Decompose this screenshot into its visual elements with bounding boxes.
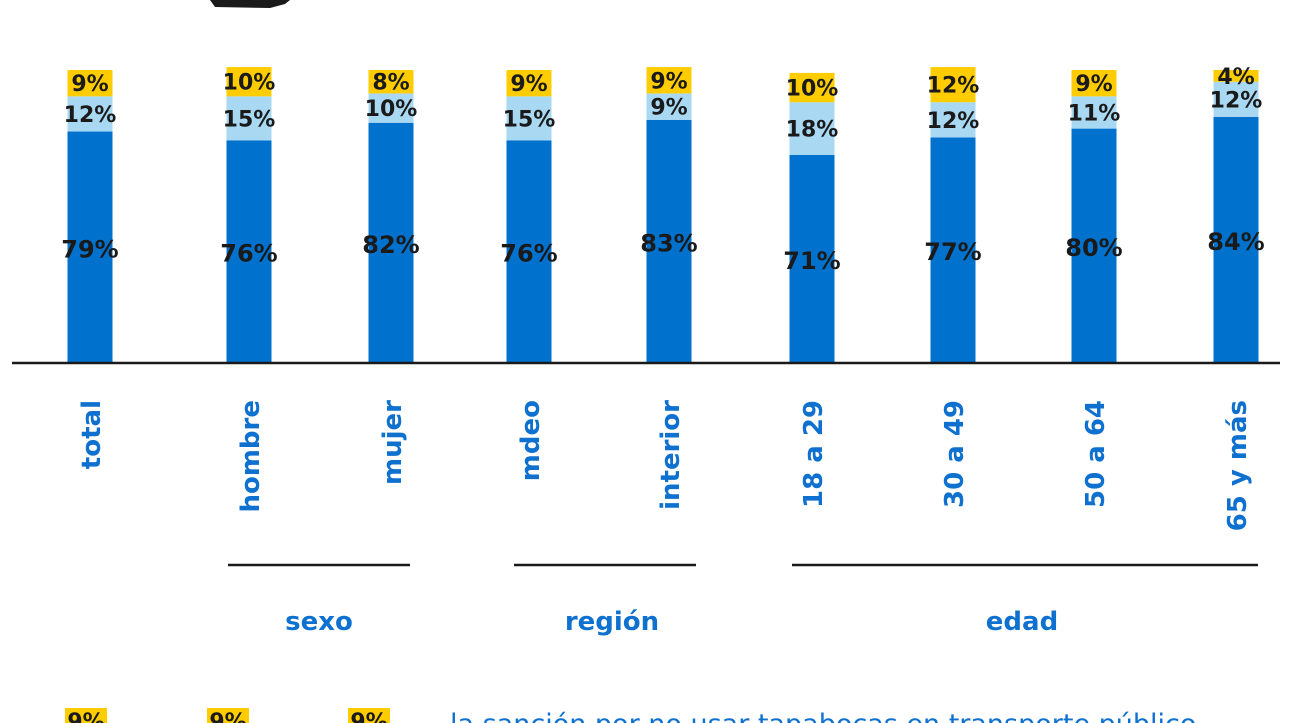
bars-layer [67,67,1259,364]
segment-value-label: 76% [220,240,277,268]
legend-value: 9% [209,710,246,723]
segment-value-label: 18% [786,118,839,143]
bar-segment-top [1071,70,1117,97]
bar-segment-top [646,67,692,94]
category-label: 50 a 64 [1081,400,1111,508]
segment-value-label: 10% [365,97,418,122]
category-label: mdeo [516,400,546,481]
segment-value-label: 83% [640,229,697,257]
bar-segment-bottom [789,154,835,363]
bar-segment-bottom [506,140,552,363]
group-label: región [565,607,659,637]
segment-value-label: 77% [924,238,981,266]
bar-segment-top [226,67,272,97]
segment-value-label: 12% [64,103,117,128]
legend-value: 9% [350,710,387,723]
segment-value-label: 71% [783,247,840,275]
segment-value-label: 76% [500,240,557,268]
segment-value-label: 9% [71,72,108,97]
bar-segment-middle [1213,81,1259,117]
segment-value-label: 10% [223,71,276,96]
segment-value-label: 84% [1207,228,1264,256]
category-labels-layer: total hombre mujer mdeo interior 18 a 29 30 a … [77,400,1253,532]
bar-segment-middle [789,102,835,155]
segment-value-label: 9% [1075,72,1112,97]
segment-value-label: 9% [510,72,547,97]
bar-segment-middle [506,96,552,141]
bar-segment-middle [368,93,414,123]
segment-value-label: 12% [1210,88,1263,113]
segment-value-label: 11% [1068,101,1121,126]
category-label: mujer [378,400,408,485]
bar-segment-top [1213,70,1259,82]
segment-value-label: 15% [503,107,556,132]
segment-value-label: 12% [927,109,980,134]
bar-segment-bottom [368,122,414,364]
segment-value-label: 9% [650,96,687,121]
bar-segment-bottom [67,131,113,363]
bar-segment-top [930,67,976,103]
segment-value-label: 10% [786,77,839,102]
legend-swatch [207,708,249,723]
category-label: interior [656,400,686,510]
category-label: 65 y más [1223,400,1253,531]
bar-segment-bottom [1071,128,1117,363]
segment-value-label: 79% [61,235,118,263]
segment-value-label: 82% [362,231,419,259]
bar-segment-middle [1071,96,1117,129]
legend-swatch [348,708,390,723]
bar-segment-middle [930,102,976,138]
bar-segment-bottom [1213,116,1259,363]
bar-segment-middle [226,96,272,141]
segment-value-label: 15% [223,107,276,132]
title-fragment [210,0,290,8]
legend-text: la sanción por no usar tapabocas en tran… [450,709,1196,723]
category-label: hombre [236,400,266,513]
bar-segment-top [789,72,835,103]
bar-segment-bottom [646,119,692,363]
segment-value-label: 9% [650,69,687,94]
group-labels-layer: sexo región edad [228,563,1258,637]
segment-labels-layer: 79%12%9%76%15%10%82%10%8%76%15%9%83%9%9%… [61,65,1264,275]
group-label: edad [986,607,1058,637]
segment-value-label: 12% [927,74,980,99]
category-label: 18 a 29 [799,400,829,508]
segment-value-label: 80% [1065,234,1122,262]
bar-segment-top [368,70,414,94]
group-label: sexo [285,607,353,637]
bar-segment-bottom [226,140,272,363]
bar-segment-bottom [930,137,976,363]
legend: 9% 9% 9% la sanción por no usar tapabocas e… [65,708,1196,723]
bar-segment-middle [67,96,113,132]
legend-value: 9% [67,710,104,723]
category-label: total [77,400,107,469]
bar-segment-top [67,70,113,97]
bar-segment-middle [646,93,692,120]
legend-swatch [65,708,107,723]
bar-segment-top [506,70,552,97]
segment-value-label: 4% [1217,65,1254,90]
category-label: 30 a 49 [940,400,970,508]
segment-value-label: 8% [372,71,409,96]
